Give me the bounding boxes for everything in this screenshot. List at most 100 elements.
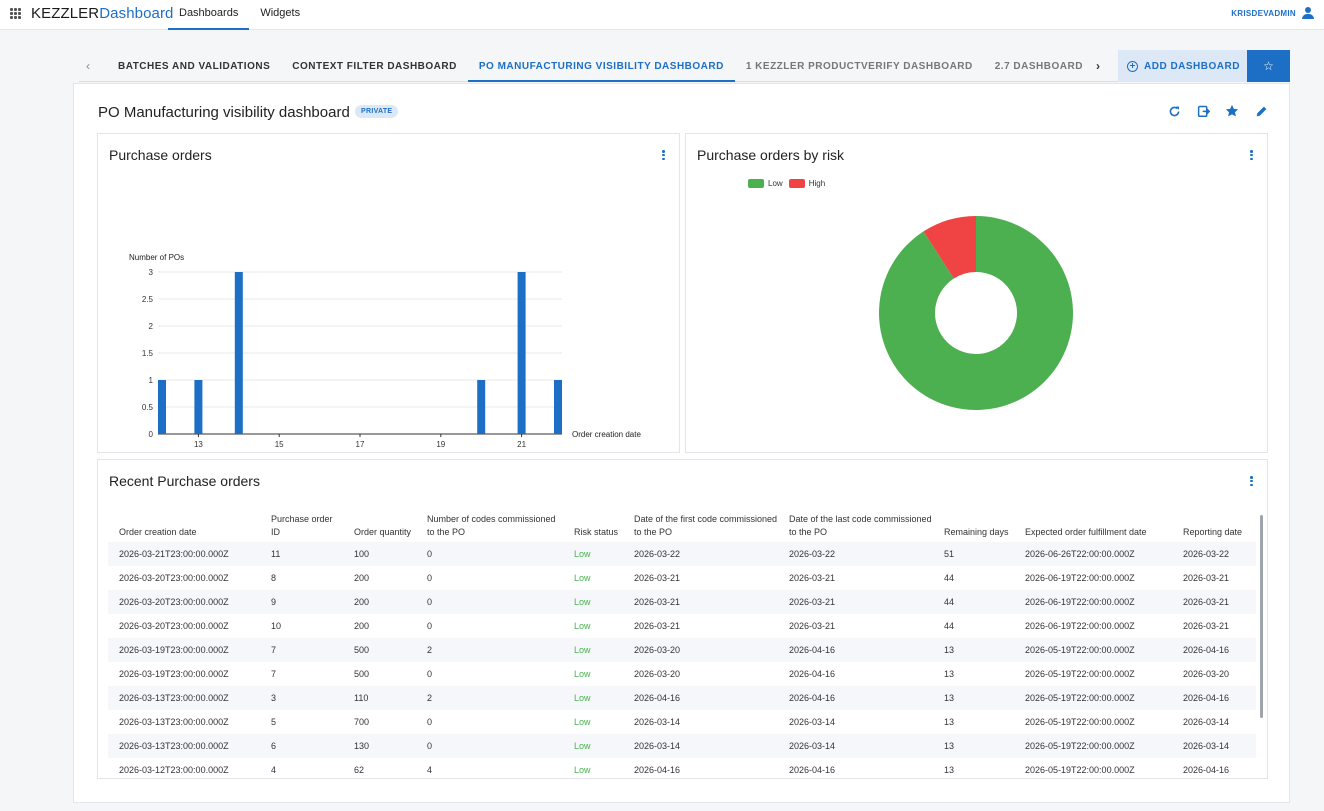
table-cell: 130 <box>343 734 416 758</box>
export-icon[interactable] <box>1195 103 1211 119</box>
table-cell: 2026-05-19T22:00:00.000Z <box>1014 638 1172 662</box>
table-row[interactable]: 2026-03-19T23:00:00.000Z 7 500 2 Low 2026-03-… <box>108 638 1256 662</box>
table-cell: 2026-05-19T22:00:00.000Z <box>1025 717 1135 727</box>
user-menu[interactable]: KRISDEVADMIN <box>1231 7 1314 19</box>
table-cell: 0 <box>427 573 433 583</box>
table-cell: 0 <box>416 590 563 614</box>
table-cell: 2026-04-16 <box>789 765 836 775</box>
purchase-orders-by-risk-card: Purchase orders by risk Low High <box>685 133 1268 453</box>
table-scrollbar[interactable] <box>1260 515 1263 718</box>
col-last-code-date[interactable]: Date of the last code commissioned to th… <box>789 514 932 537</box>
table-row[interactable]: 2026-03-13T23:00:00.000Z 6 130 0 Low 2026-03-… <box>108 734 1256 758</box>
table-cell: 2026-03-21 <box>778 590 933 614</box>
kebab-menu-icon[interactable] <box>1250 476 1253 486</box>
table-cell: 500 <box>343 638 416 662</box>
table-header-row: Order creation date Purchase order ID Or… <box>108 512 1256 542</box>
table-cell: 2026-04-16 <box>634 765 681 775</box>
col-risk-status[interactable]: Risk status <box>574 527 619 537</box>
bar[interactable] <box>517 272 526 434</box>
table-cell: 2026-04-16 <box>789 669 836 679</box>
table-cell: 0 <box>416 542 563 566</box>
table-cell: 44 <box>944 621 955 631</box>
y-tick-label: 1 <box>149 376 154 385</box>
table-cell: 8 <box>271 573 277 583</box>
table-row[interactable]: 2026-03-20T23:00:00.000Z 8 200 0 Low 2026-03-… <box>108 566 1256 590</box>
bar[interactable] <box>477 380 486 434</box>
col-first-code-date[interactable]: Date of the first code commissioned to t… <box>634 514 778 537</box>
table-row[interactable]: 2026-03-13T23:00:00.000Z 3 110 2 Low 2026-04-… <box>108 686 1256 710</box>
kebab-menu-icon[interactable] <box>662 150 665 160</box>
table-cell: 2026-04-16 <box>778 686 933 710</box>
tab-2-7-dashboard[interactable]: 2.7 DASHBOARD <box>994 61 1083 72</box>
col-remaining-days[interactable]: Remaining days <box>944 527 1009 537</box>
col-purchase-order-id[interactable]: Purchase order ID <box>271 514 333 537</box>
table-cell: 2026-03-14 <box>1172 734 1256 758</box>
bar[interactable] <box>234 272 243 434</box>
bar[interactable] <box>554 380 562 434</box>
x-axis-label: Order creation date <box>572 430 641 439</box>
chevron-left-icon[interactable]: ‹ <box>86 59 90 73</box>
donut-slice-high[interactable] <box>923 216 976 279</box>
tab-context-filter-dashboard[interactable]: CONTEXT FILTER DASHBOARD <box>292 61 457 72</box>
table-row[interactable]: 2026-03-21T23:00:00.000Z 11 100 0 Low 2026-03… <box>108 542 1256 566</box>
table-row[interactable]: 2026-03-12T23:00:00.000Z 4 62 4 Low 2026-04-1… <box>108 758 1256 776</box>
table-cell: 13 <box>944 765 955 775</box>
brand-logo[interactable]: KEZZLERDashboard <box>31 5 174 22</box>
star-icon[interactable] <box>1224 103 1240 119</box>
table-cell: 13 <box>944 669 955 679</box>
table-cell: 2026-05-19T22:00:00.000Z <box>1025 765 1135 775</box>
nav-dashboards[interactable]: Dashboards <box>168 0 250 30</box>
table-container[interactable]: Order creation date Purchase order ID Or… <box>108 512 1256 776</box>
tab-batches-and-validations[interactable]: BATCHES AND VALIDATIONS <box>118 61 271 72</box>
legend-swatch-low <box>748 179 764 188</box>
table-cell: 2026-03-13T23:00:00.000Z <box>108 734 260 758</box>
col-codes-commissioned[interactable]: Number of codes commissioned to the PO <box>427 514 556 537</box>
legend-label-low: Low <box>768 179 783 188</box>
table-cell: 13 <box>944 717 955 727</box>
table-cell: 0 <box>416 734 563 758</box>
col-order-creation-date[interactable]: Order creation date <box>119 527 197 537</box>
purchase-orders-bar-chart: 0 0.5 1 1.5 2 2.5 3 13 15 17 19 21 Number of POs Orde… <box>129 253 641 449</box>
table-row[interactable]: 2026-03-19T23:00:00.000Z 7 500 0 Low 2026-03-… <box>108 662 1256 686</box>
col-order-quantity[interactable]: Order quantity <box>354 527 412 537</box>
chevron-right-icon[interactable]: › <box>1096 59 1100 73</box>
table-row[interactable]: 2026-03-20T23:00:00.000Z 9 200 0 Low 2026-03-… <box>108 590 1256 614</box>
legend-item-low[interactable]: Low <box>748 179 783 188</box>
table-cell: 2026-03-20 <box>1183 669 1230 679</box>
col-expected-fulfillment-date[interactable]: Expected order fulfillment date <box>1025 527 1147 537</box>
table-cell: 2026-03-21 <box>634 573 681 583</box>
table-cell: 2026-03-20T23:00:00.000Z <box>108 590 260 614</box>
col-reporting-date[interactable]: Reporting date <box>1183 527 1243 537</box>
table-cell: 0 <box>427 717 433 727</box>
table-cell: 2026-04-16 <box>1172 638 1256 662</box>
table-cell: 2026-06-26T22:00:00.000Z <box>1014 542 1172 566</box>
table-cell: 2026-03-21 <box>1183 573 1230 583</box>
tab-kezzler-productverify[interactable]: 1 KEZZLER PRODUCTVERIFY DASHBOARD <box>745 61 973 72</box>
risk-donut-chart <box>879 216 1073 410</box>
edit-icon[interactable] <box>1253 103 1269 119</box>
donut-slice-low[interactable] <box>879 216 1073 410</box>
recent-purchase-orders-card: Recent Purchase orders Order creation da… <box>97 459 1268 779</box>
table-row[interactable]: 2026-03-20T23:00:00.000Z 10 200 0 Low 2026-03… <box>108 614 1256 638</box>
nav-widgets[interactable]: Widgets <box>260 7 301 19</box>
table-cell: 2026-03-20 <box>634 669 681 679</box>
table-cell: Low <box>563 734 623 758</box>
kebab-menu-icon[interactable] <box>1250 150 1253 160</box>
risk-legend: Low High <box>748 179 825 188</box>
dashboard-tabs: BATCHES AND VALIDATIONS CONTEXT FILTER D… <box>107 50 1092 82</box>
add-dashboard-button[interactable]: ADD DASHBOARD <box>1118 50 1247 82</box>
refresh-icon[interactable] <box>1166 103 1182 119</box>
table-row[interactable]: 2026-03-13T23:00:00.000Z 5 700 0 Low 2026-03-… <box>108 710 1256 734</box>
table-cell: 2026-04-16 <box>1183 765 1230 775</box>
table-cell: 4 <box>271 765 277 775</box>
favorite-dashboards-button[interactable]: ☆ <box>1247 50 1290 82</box>
tab-po-manufacturing-visibility[interactable]: PO MANUFACTURING VISIBILITY DASHBOARD <box>467 50 735 82</box>
apps-grid-icon[interactable] <box>10 8 21 19</box>
table-cell: 500 <box>354 669 370 679</box>
legend-item-high[interactable]: High <box>788 179 825 188</box>
bar[interactable] <box>158 380 166 434</box>
top-nav: Dashboards Widgets <box>168 0 311 30</box>
table-cell: Low <box>563 686 623 710</box>
table-cell: 2026-03-22 <box>778 542 933 566</box>
bar[interactable] <box>194 380 203 434</box>
